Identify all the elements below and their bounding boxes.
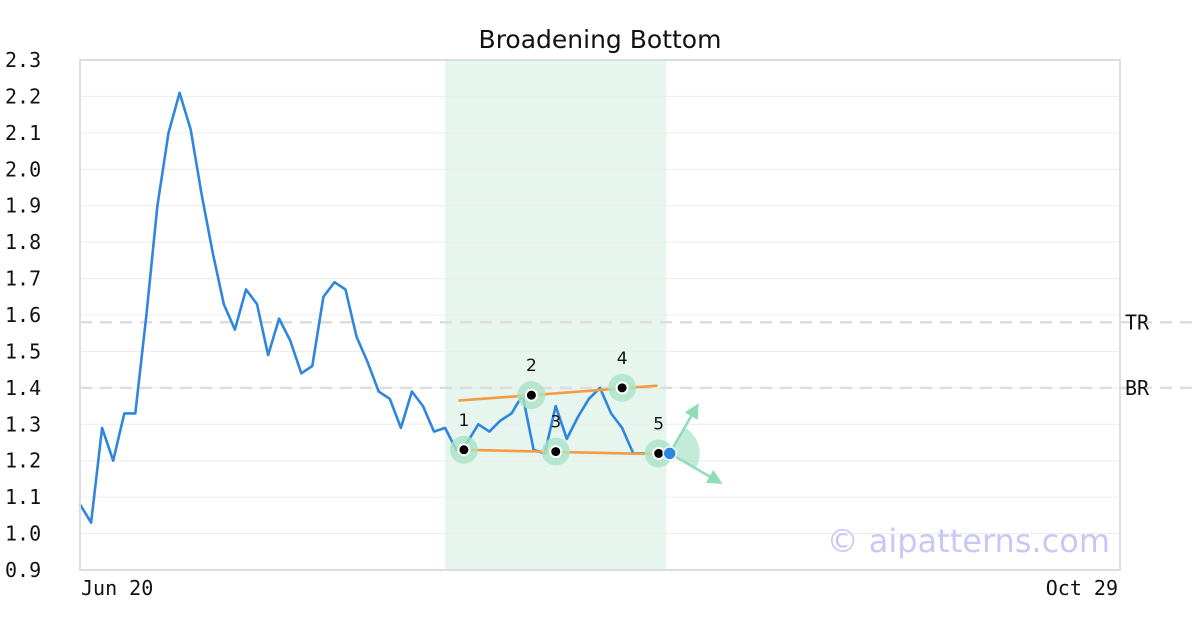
y-tick-label: 1.2 xyxy=(5,449,41,473)
pattern-point-label: 1 xyxy=(459,411,470,431)
y-tick-label: 1.4 xyxy=(5,376,41,400)
pattern-layer: 1 2 3 4 5 xyxy=(449,349,723,484)
watermark: © aipatterns.com xyxy=(827,522,1110,560)
pattern-point-label: 3 xyxy=(550,413,561,433)
y-tick-label: 1.7 xyxy=(5,267,41,291)
pattern-point-4 xyxy=(615,381,629,395)
x-label-end: Oct 29 xyxy=(1046,576,1118,600)
plot-frame xyxy=(79,59,1121,571)
pattern-point-1 xyxy=(457,443,471,457)
y-tick-label: 1.1 xyxy=(5,485,41,509)
pattern-point-label: 2 xyxy=(526,356,537,376)
y-tick-label: 1.3 xyxy=(5,412,41,436)
pattern-point-label: 5 xyxy=(653,414,664,434)
reference-label-br: BR xyxy=(1125,376,1150,400)
series-layer xyxy=(78,91,646,524)
breakout-arrow-up xyxy=(668,403,699,455)
y-tick-label: 2.2 xyxy=(5,84,41,108)
series-line xyxy=(78,91,646,524)
y-tick-label: 2.1 xyxy=(5,121,41,145)
y-tick-label: 0.9 xyxy=(5,558,41,582)
chart-title: Broadening Bottom xyxy=(479,25,722,54)
breakout-fan xyxy=(669,427,700,469)
axis-layer: 2.3 2.2 2.1 2.0 1.9 1.8 1.7 1.6 1.5 1.4 1.3 1.2 1.1 1… xyxy=(5,48,41,582)
breakout-arrow-down xyxy=(669,452,723,484)
pattern-point-2 xyxy=(524,388,538,402)
y-tick-label: 1.6 xyxy=(5,303,41,327)
y-tick-label: 1.5 xyxy=(5,339,41,363)
y-tick-label: 2.3 xyxy=(5,48,41,72)
reference-label-tr: TR xyxy=(1125,310,1150,334)
y-tick-label: 1.8 xyxy=(5,230,41,254)
y-tick-label: 1.9 xyxy=(5,194,41,218)
pattern-point-label: 4 xyxy=(617,349,628,369)
y-tick-label: 1.0 xyxy=(5,522,41,546)
x-label-start: Jun 20 xyxy=(81,576,153,600)
y-tick-label: 2.0 xyxy=(5,157,41,181)
pattern-point-3 xyxy=(549,445,563,459)
breakout-point xyxy=(662,446,677,461)
